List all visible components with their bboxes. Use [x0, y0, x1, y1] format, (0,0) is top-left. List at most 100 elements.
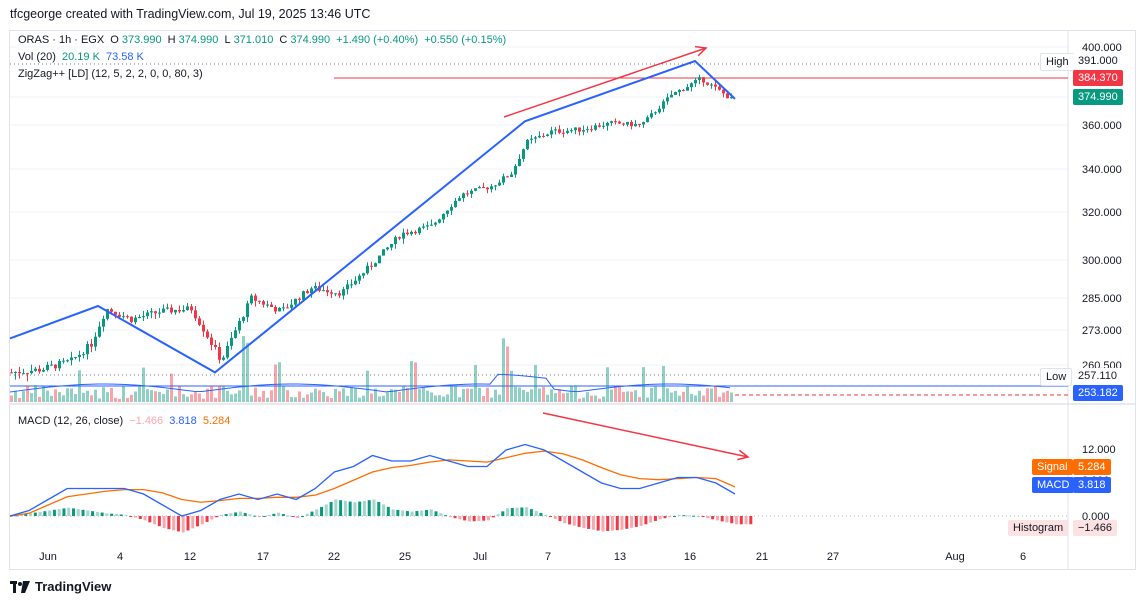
candle-body	[134, 317, 137, 323]
price-axis-tick: 320.000	[1082, 207, 1122, 219]
candle-body	[334, 293, 337, 295]
candle-body	[10, 372, 13, 374]
candle-body	[374, 263, 377, 267]
volume-bar	[654, 386, 657, 402]
candle-body	[82, 354, 85, 356]
candle-body	[26, 373, 29, 375]
candle-body	[90, 343, 93, 347]
volume-bar	[30, 393, 33, 402]
candle-body	[614, 121, 617, 123]
macd-histogram-bar	[29, 513, 33, 516]
volume-bar	[578, 398, 581, 402]
macd-histogram-bar	[672, 516, 676, 517]
candle-body	[34, 368, 37, 371]
macd-histogram-bar	[415, 511, 419, 516]
volume-bar	[166, 389, 169, 402]
volume-bar	[334, 388, 337, 402]
volume-bar	[66, 388, 69, 402]
candle-body	[142, 316, 145, 318]
candle-body	[206, 331, 209, 338]
low-label: L	[224, 34, 231, 46]
candle-body	[670, 94, 673, 98]
candle-body	[390, 244, 393, 248]
candle-body	[518, 158, 521, 166]
macd-histogram-bar	[114, 514, 118, 516]
candle-body	[706, 82, 709, 85]
candle-body	[350, 284, 353, 286]
volume-bar	[670, 392, 673, 402]
candle-body	[218, 347, 221, 360]
macd-histogram-bar	[62, 508, 66, 516]
macd-histogram-bar	[81, 509, 85, 516]
macd-histogram-bar	[587, 516, 591, 529]
macd-label[interactable]: MACD (12, 26, close)	[18, 415, 124, 427]
volume-bar	[686, 386, 689, 402]
tradingview-footer[interactable]: TradingView	[10, 579, 111, 594]
macd-histogram-bar	[735, 516, 738, 525]
macd-histogram-bar	[52, 509, 56, 516]
volume-bar	[266, 397, 269, 402]
volume-bar	[206, 388, 209, 402]
symbol-name[interactable]: ORAS · 1h · EGX	[18, 34, 105, 46]
macd-histogram-bar	[343, 500, 347, 516]
high-value: 374.990	[178, 34, 219, 46]
volume-bar	[214, 397, 217, 402]
candle-body	[298, 298, 301, 300]
volume-bar	[174, 396, 177, 402]
candle-body	[574, 127, 577, 131]
candle-body	[398, 237, 401, 239]
volume-legend: Vol (20) 20.19 K 73.58 K	[18, 51, 147, 63]
volume-bar	[358, 397, 361, 402]
macd-histogram-bar	[134, 516, 138, 518]
candle-body	[346, 284, 349, 290]
volume-bar	[510, 370, 513, 402]
candle-body	[154, 311, 157, 314]
macd-histogram-bar	[219, 514, 223, 516]
time-axis-label: 21	[756, 551, 768, 563]
volume-value-a: 20.19 K	[61, 51, 100, 63]
volume-bar	[450, 385, 453, 402]
volume-label[interactable]: Vol (20)	[18, 51, 56, 63]
macd-histogram-bar	[43, 511, 47, 516]
candle-body	[50, 364, 53, 366]
volume-bar	[666, 388, 669, 402]
time-axis-label: 16	[684, 551, 696, 563]
candle-body	[278, 307, 281, 312]
macd-tag-label: MACD	[1032, 477, 1075, 493]
candle-body	[450, 207, 453, 211]
volume-bar	[490, 397, 493, 402]
volume-bar	[278, 362, 281, 402]
chart-frame[interactable]	[9, 30, 1136, 570]
macd-histogram-bar	[157, 516, 161, 527]
macd-histogram-bar	[100, 512, 104, 516]
zigzag-label[interactable]: ZigZag++ [LD] (12, 5, 2, 2, 0, 0, 80, 3)	[18, 68, 203, 80]
volume-bar	[82, 392, 85, 402]
macd-histogram-bar	[458, 516, 462, 520]
volume-bar	[242, 336, 245, 402]
signal-tag-value: 5.284	[1073, 459, 1111, 475]
candle-body	[446, 210, 449, 214]
candle-body	[162, 308, 165, 313]
candle-body	[194, 310, 197, 319]
macd-histogram-bar	[548, 516, 552, 517]
macd-histogram-bar	[706, 516, 710, 519]
volume-bar	[50, 395, 53, 402]
zigzag-legend: ZigZag++ [LD] (12, 5, 2, 2, 0, 0, 80, 3)	[18, 68, 206, 80]
volume-bar	[54, 389, 57, 402]
volume-bar	[698, 390, 701, 402]
volume-bar	[574, 385, 577, 402]
candle-body	[618, 121, 621, 124]
volume-bar	[42, 386, 45, 402]
candle-body	[654, 112, 657, 114]
macd-histogram-bar	[229, 513, 233, 516]
volume-bar	[374, 388, 377, 402]
candle-body	[178, 309, 181, 312]
candle-body	[694, 79, 697, 84]
candle-body	[158, 312, 161, 314]
volume-bar	[70, 388, 73, 402]
candle-body	[182, 310, 185, 312]
price-axis-tick: 273.000	[1082, 325, 1122, 337]
volume-value-b: 73.58 K	[105, 51, 144, 63]
time-axis-label: 4	[117, 551, 123, 563]
